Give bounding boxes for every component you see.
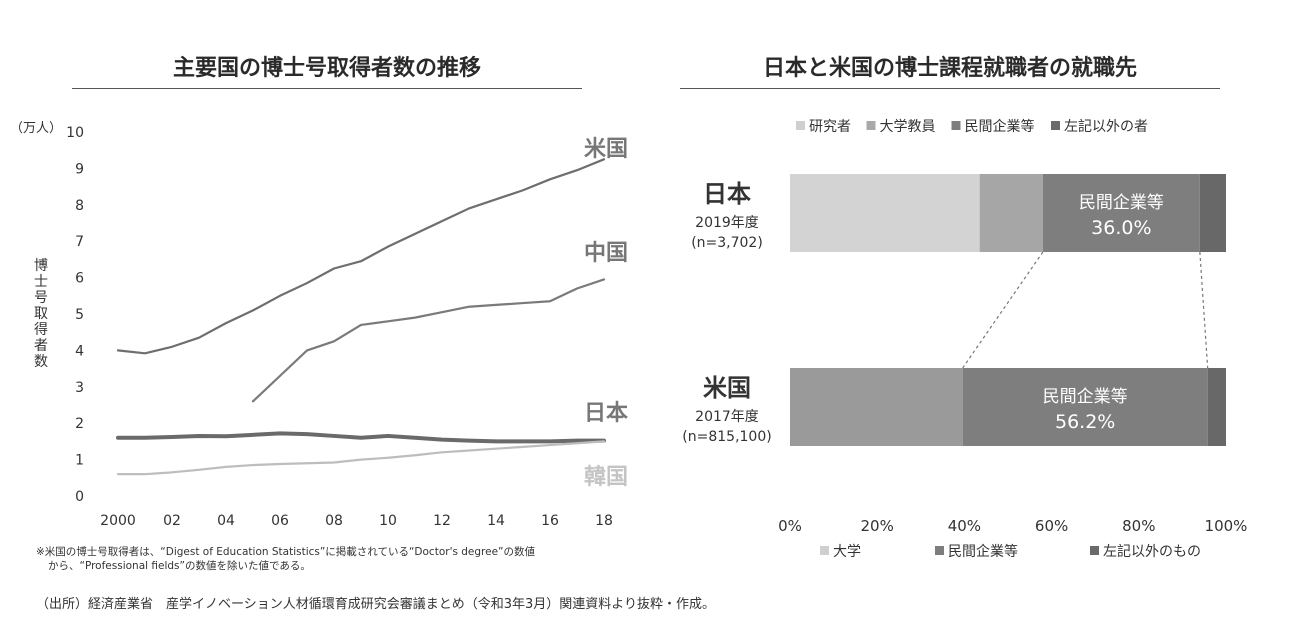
x-tick-label: 2000 <box>100 513 136 529</box>
source-note: （出所）経済産業省 産学イノベーション人材循環育成研究会審議まとめ（令和3年3月… <box>36 597 716 612</box>
bar-segment-0-2 <box>1042 174 1200 252</box>
legend-top-label-1: 大学教員 <box>880 119 936 135</box>
legend-top-label-0: 研究者 <box>809 119 851 135</box>
bar-year-label-1: 2017年度 <box>695 409 759 425</box>
x-tick-label: 06 <box>271 513 289 529</box>
legend-bottom-swatch-2 <box>1090 546 1099 555</box>
y-tick-label: 4 <box>75 343 84 359</box>
line-chart-note-2: から、“Professional fields”の数値を除いた値である。 <box>48 560 311 572</box>
legend-bottom-swatch-0 <box>820 546 829 555</box>
legend-bottom-label-0: 大学 <box>833 544 861 560</box>
series-line-2 <box>116 431 606 444</box>
series-label-0: 米国 <box>584 137 628 162</box>
legend-top-swatch-0 <box>796 121 805 130</box>
y-tick-label: 3 <box>75 380 84 396</box>
line-chart-note-1: ※米国の博士号取得者は、“Digest of Education Statist… <box>36 546 535 558</box>
legend-top-swatch-1 <box>866 121 876 130</box>
x-tick-label: 20% <box>861 517 894 535</box>
bar-n-label-1: (n=815,100) <box>682 429 771 445</box>
legend-bottom-swatch-1 <box>935 546 944 555</box>
x-tick-label: 60% <box>1035 517 1068 535</box>
y-tick-label: 0 <box>75 489 84 505</box>
y-tick-label: 7 <box>75 234 84 250</box>
bar-chart-title: 日本と米国の博士課程就職者の就職先 <box>762 56 1137 81</box>
x-tick-label: 10 <box>379 513 397 529</box>
x-tick-label: 08 <box>325 513 343 529</box>
line-chart-y-axis-label: 博士号取得者数 <box>34 258 48 370</box>
bar-highlight-title-1: 民間企業等 <box>1043 387 1128 407</box>
x-tick-label: 80% <box>1122 517 1155 535</box>
line-chart-title-rule <box>72 88 582 89</box>
connector-right <box>1199 251 1209 369</box>
series-label-2: 日本 <box>584 401 628 426</box>
legend-bottom-label-1: 民間企業等 <box>948 543 1018 560</box>
bar-segment-0-3 <box>1199 174 1226 252</box>
legend-top-label-2: 民間企業等 <box>965 118 1035 135</box>
bar-n-label-0: (n=3,702) <box>691 235 763 251</box>
legend-bottom-label-2: 左記以外のもの <box>1103 543 1201 560</box>
y-tick-label: 9 <box>75 161 84 177</box>
x-tick-label: 14 <box>487 513 505 529</box>
bar-segment-1-0 <box>790 368 963 446</box>
bar-highlight-title-0: 民間企業等 <box>1079 193 1164 213</box>
bar-year-label-0: 2019年度 <box>695 215 759 231</box>
y-tick-label: 8 <box>75 198 84 214</box>
y-tick-label: 5 <box>75 307 84 323</box>
bar-segment-0-0 <box>790 174 980 252</box>
series-line-0 <box>116 158 606 355</box>
bar-segment-0-1 <box>979 174 1043 252</box>
legend-top-label-3: 左記以外の者 <box>1064 118 1148 135</box>
legend-top-swatch-3 <box>1051 121 1060 130</box>
bar-highlight-value-1: 56.2% <box>1055 411 1115 433</box>
series-line-1 <box>251 278 606 403</box>
x-tick-label: 04 <box>217 513 235 529</box>
bar-highlight-value-0: 36.0% <box>1091 217 1151 239</box>
bar-chart-title-rule <box>680 88 1220 89</box>
legend-top-swatch-2 <box>951 121 961 130</box>
line-chart-title: 主要国の博士号取得者数の推移 <box>172 56 481 81</box>
x-tick-label: 12 <box>433 513 451 529</box>
bar-segment-1-2 <box>1207 368 1226 446</box>
bar-segment-1-1 <box>962 368 1208 446</box>
x-tick-label: 16 <box>541 513 559 529</box>
y-tick-label: 2 <box>75 416 84 432</box>
series-line-3 <box>116 440 606 476</box>
line-chart-unit-label: （万人） <box>10 121 63 136</box>
series-label-3: 韓国 <box>584 464 628 490</box>
y-tick-label: 6 <box>75 271 84 287</box>
x-tick-label: 02 <box>163 513 181 529</box>
x-tick-label: 40% <box>948 517 981 535</box>
series-label-1: 中国 <box>584 241 628 266</box>
y-tick-label: 1 <box>75 453 84 469</box>
y-tick-label: 10 <box>66 125 84 141</box>
connector-left <box>962 251 1044 369</box>
bar-country-label-1: 米国 <box>703 374 751 402</box>
bar-country-label-0: 日本 <box>703 180 751 208</box>
x-tick-label: 0% <box>778 517 802 535</box>
x-tick-label: 18 <box>595 513 613 529</box>
x-tick-label: 100% <box>1205 517 1248 535</box>
